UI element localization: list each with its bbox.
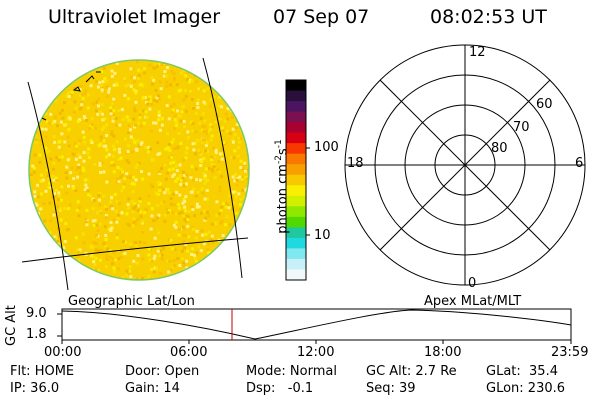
colorbar-cell <box>286 206 306 218</box>
colorbar-cell <box>286 164 306 176</box>
status-door: Door: Open <box>125 364 200 379</box>
colorbar-cell <box>286 111 306 123</box>
altitude-curve <box>61 309 572 340</box>
mlt-label-6: 6 <box>575 156 584 171</box>
time-label-2359: 23:59 <box>551 345 589 360</box>
unit-exp-cm: -2 <box>274 155 284 165</box>
colorbar-cell <box>286 80 306 92</box>
status-mode: Mode: Normal <box>246 364 337 379</box>
date-label: 07 Sep 07 <box>273 6 370 28</box>
lat-label-70: 70 <box>513 120 530 135</box>
colorbar-cell <box>286 174 306 186</box>
time-label-0000: 00:00 <box>44 345 82 360</box>
time-label-0600: 06:00 <box>170 345 208 360</box>
status-gc-alt: GC Alt: 2.7 Re <box>366 364 457 379</box>
latitude-line <box>21 237 249 263</box>
colorbar-tick-label-10: 10 <box>314 228 331 243</box>
alt-axis-label: GC Alt <box>4 305 19 346</box>
colorbar-cell <box>286 258 306 270</box>
colorbar-unit-label: photon cm-2s-1 <box>259 139 290 242</box>
longitude-line-east <box>202 57 243 279</box>
lat-label-60: 60 <box>536 97 553 112</box>
colorbar-frame <box>285 79 307 281</box>
unit-photon-cm: photon cm <box>275 164 291 234</box>
time-label-1200: 12:00 <box>297 345 335 360</box>
colorbar-cell <box>286 122 306 134</box>
time-label-1800: 18:00 <box>424 345 462 360</box>
disk-rim <box>28 59 250 281</box>
colorbar-cell <box>286 185 306 197</box>
altitude-frame <box>61 308 572 341</box>
coastline <box>41 71 101 121</box>
status-dsp: Dsp: -0.1 <box>246 381 314 396</box>
polar-plot <box>344 44 586 286</box>
status-ip: IP: 36.0 <box>10 381 60 396</box>
status-flt: Flt: HOME <box>10 364 75 379</box>
mlt-label-18: 18 <box>347 156 364 171</box>
colorbar-cell <box>286 143 306 155</box>
alt-ytick-9: 9.0 <box>26 306 47 321</box>
alt-ytick-1-8: 1.8 <box>26 327 47 342</box>
altitude-track-plot <box>57 308 572 344</box>
mlt-label-12: 12 <box>469 45 486 60</box>
geographic-caption: Geographic Lat/Lon <box>68 294 195 309</box>
status-glat: GLat: 35.4 <box>486 364 558 379</box>
unit-s: s <box>275 148 291 156</box>
unit-exp-s: -1 <box>274 139 284 149</box>
status-gain: Gain: 14 <box>125 381 180 396</box>
time-label: 08:02:53 UT <box>430 6 547 28</box>
colorbar-cell <box>286 227 306 239</box>
uv-image <box>21 57 250 291</box>
colorbar-cell <box>286 195 306 207</box>
earth-disk <box>29 60 249 280</box>
colorbar-cell <box>286 237 306 249</box>
colorbar-cell <box>286 248 306 260</box>
colorbar-cell <box>286 132 306 144</box>
colorbar <box>285 79 310 281</box>
mlt-label-0: 0 <box>468 276 477 291</box>
longitude-line-west <box>27 81 69 291</box>
colorbar-cell <box>286 153 306 165</box>
colorbar-cell <box>286 269 306 281</box>
apex-caption: Apex MLat/MLT <box>424 294 522 309</box>
colorbar-tick-label-100: 100 <box>314 140 339 155</box>
status-seq: Seq: 39 <box>366 381 416 396</box>
colorbar-cell <box>286 216 306 228</box>
lat-label-80: 80 <box>491 141 508 156</box>
colorbar-cell <box>286 90 306 102</box>
polar-diagonal-2 <box>379 79 551 251</box>
status-glon: GLon: 230.6 <box>486 381 566 396</box>
colorbar-cell <box>286 101 306 113</box>
instrument-title: Ultraviolet Imager <box>48 6 221 28</box>
